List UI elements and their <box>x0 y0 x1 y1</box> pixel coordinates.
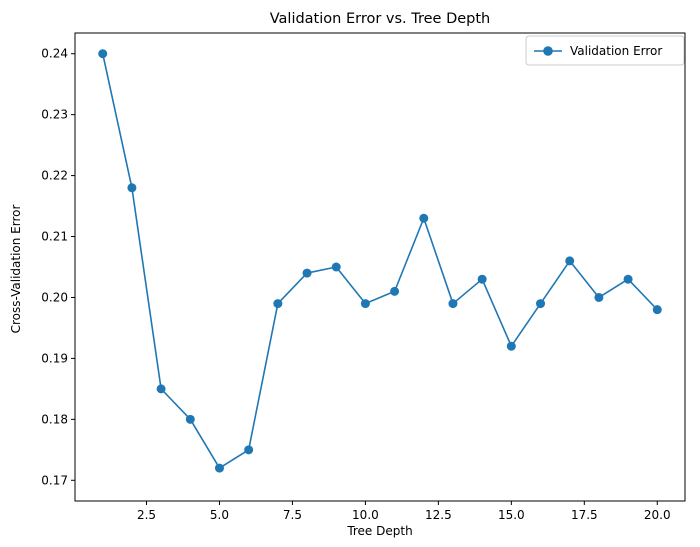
legend: Validation Error <box>525 35 685 66</box>
y-tick-label: 0.22 <box>41 169 68 183</box>
data-point <box>652 305 662 315</box>
x-tick-label: 2.5 <box>137 508 156 522</box>
data-point <box>185 414 195 424</box>
x-axis-label: Tree Depth <box>346 524 412 538</box>
legend-point-marker <box>543 46 553 56</box>
data-point <box>419 213 429 223</box>
x-tick-label: 20.0 <box>644 508 671 522</box>
data-point <box>623 274 633 284</box>
y-tick-label: 0.21 <box>41 230 68 244</box>
data-point <box>477 274 487 284</box>
data-point <box>594 292 604 302</box>
plot-frame <box>74 32 686 502</box>
x-tick-label: 7.5 <box>283 508 302 522</box>
y-tick-label: 0.24 <box>41 47 68 61</box>
data-point <box>565 256 575 266</box>
y-tick-label: 0.20 <box>41 290 68 304</box>
data-point <box>214 463 224 473</box>
data-point <box>331 262 341 272</box>
x-tick-label: 17.5 <box>571 508 598 522</box>
x-axis: 2.5 5.0 7.5 10.0 12.5 15.0 17.5 20.0 <box>137 501 671 522</box>
data-point <box>273 299 283 309</box>
y-tick-label: 0.19 <box>41 351 68 365</box>
data-point <box>360 299 370 309</box>
y-tick-label: 0.18 <box>41 412 68 426</box>
data-point <box>390 286 400 296</box>
x-tick-label: 12.5 <box>425 508 452 522</box>
data-point <box>156 384 166 394</box>
data-point <box>98 49 108 59</box>
data-point <box>448 299 458 309</box>
y-axis: 0.17 0.18 0.19 0.20 0.21 0.22 0.23 0.24 <box>41 47 75 487</box>
x-tick-label: 10.0 <box>352 508 379 522</box>
series-line <box>101 53 658 469</box>
data-point <box>127 183 137 193</box>
data-point <box>244 445 254 455</box>
y-axis-label: Cross-Validation Error <box>9 205 23 334</box>
legend-box <box>525 35 685 66</box>
plot-area <box>74 32 686 502</box>
chart-title: Validation Error vs. Tree Depth <box>270 11 491 27</box>
y-tick-label: 0.17 <box>41 473 68 487</box>
x-tick-label: 15.0 <box>498 508 525 522</box>
data-point <box>536 299 546 309</box>
x-tick-label: 5.0 <box>210 508 229 522</box>
data-point <box>506 341 516 351</box>
y-tick-label: 0.23 <box>41 108 68 122</box>
series-layer <box>98 49 662 473</box>
legend-label: Validation Error <box>570 44 662 58</box>
data-point <box>302 268 312 278</box>
